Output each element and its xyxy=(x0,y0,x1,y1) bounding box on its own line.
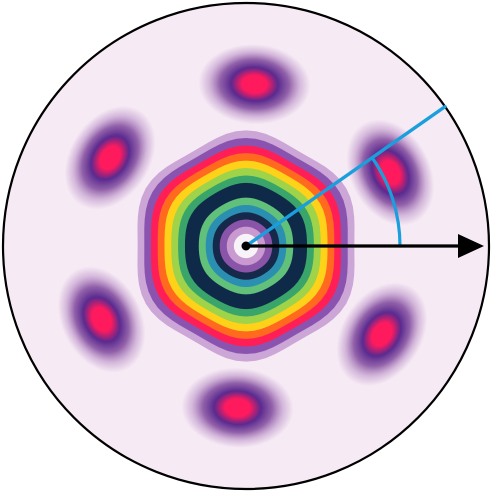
center-point xyxy=(242,242,251,251)
